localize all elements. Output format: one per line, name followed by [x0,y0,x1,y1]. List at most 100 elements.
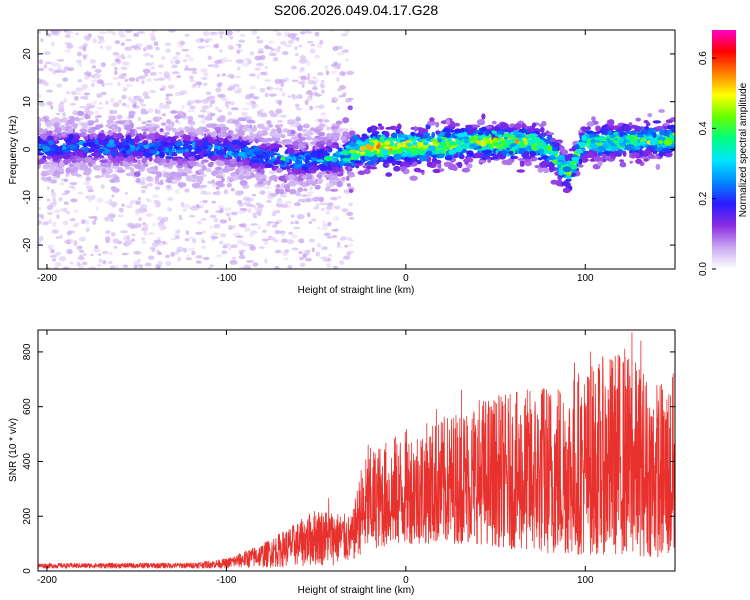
heatmap-noise-blob [206,96,211,102]
heatmap-signal-blob [342,131,350,137]
heatmap-noise-blob [130,224,136,229]
heatmap-signal-blob [46,135,54,140]
heatmap-signal-blob [79,128,88,133]
heatmap-noise-blob [218,109,223,113]
heatmap-xtick-label: 0 [403,273,409,284]
heatmap-signal-blob [196,175,204,182]
heatmap-signal-blob [384,131,390,138]
heatmap-noise-blob [114,58,120,63]
heatmap-signal-blob [283,141,291,145]
heatmap-ytick-label: -20 [22,237,33,252]
heatmap-signal-blob [273,166,278,170]
heatmap-signal-blob [170,110,178,114]
heatmap-noise-blob [251,103,257,109]
heatmap-noise-blob [257,50,265,54]
heatmap-signal-blob [273,160,280,165]
heatmap-signal-blob [411,141,418,146]
heatmap-noise-blob [321,80,325,84]
heatmap-signal-blob [566,176,572,180]
heatmap-noise-blob [54,266,59,269]
heatmap-noise-blob [284,44,292,48]
heatmap-noise-blob [266,200,272,203]
heatmap-noise-blob [46,211,53,215]
heatmap-noise-blob [57,67,63,72]
heatmap-noise-blob [223,207,232,212]
heatmap-signal-blob [220,126,230,131]
heatmap-signal-blob [519,142,526,149]
heatmap-signal-blob [84,136,89,141]
heatmap-noise-blob [133,223,142,228]
heatmap-noise-blob [298,251,303,255]
heatmap-signal-blob [463,139,470,144]
heatmap-signal-blob [177,182,187,188]
heatmap-noise-blob [97,41,103,45]
heatmap-signal-blob [129,147,136,151]
heatmap-noise-blob [138,75,146,80]
heatmap-noise-blob [150,36,157,41]
heatmap-noise-blob [200,68,208,73]
heatmap-signal-blob [637,134,644,138]
heatmap-noise-blob [197,205,202,209]
heatmap-signal-blob [217,131,225,138]
heatmap-noise-blob [203,256,210,261]
heatmap-noise-blob [43,51,51,55]
heatmap-signal-blob [384,140,391,146]
heatmap-signal-blob [395,128,401,134]
heatmap-noise-blob [77,191,84,195]
heatmap-signal-blob [218,137,225,142]
heatmap-noise-blob [344,58,350,62]
heatmap-noise-blob [178,214,182,218]
heatmap-xtick-label: -100 [216,273,236,284]
heatmap-noise-blob [251,30,258,35]
heatmap-signal-blob [377,123,382,127]
heatmap-noise-blob [306,60,311,66]
heatmap-noise-blob [149,90,157,94]
heatmap-signal-blob [146,120,152,123]
heatmap-signal-blob [235,190,245,195]
heatmap-noise-blob [69,218,76,222]
heatmap-noise-blob [280,194,287,198]
heatmap-noise-blob [76,261,81,267]
heatmap-noise-blob [290,221,295,225]
heatmap-signal-blob [236,156,242,163]
heatmap-noise-blob [275,108,283,114]
heatmap-signal-blob [215,186,220,190]
heatmap-noise-blob [52,70,57,75]
heatmap-signal-blob [539,126,545,133]
heatmap-signal-blob [194,128,203,135]
heatmap-noise-blob [115,264,119,269]
heatmap-signal-blob [69,144,77,150]
heatmap-noise-blob [89,102,94,106]
heatmap-signal-blob [489,139,493,144]
heatmap-signal-blob [160,122,167,126]
heatmap-noise-blob [346,237,352,241]
heatmap-signal-blob [214,166,223,171]
heatmap-signal-blob [136,159,141,164]
heatmap-signal-blob [380,125,384,130]
heatmap-noise-blob [40,38,44,43]
heatmap-noise-blob [310,43,316,47]
heatmap-signal-blob [79,164,89,171]
heatmap-noise-blob [165,260,172,267]
heatmap-noise-blob [274,249,282,254]
heatmap-signal-blob [597,146,605,151]
heatmap-signal-blob [416,169,425,173]
heatmap-noise-blob [187,115,194,121]
heatmap-signal-blob [230,158,239,165]
heatmap-noise-blob [249,232,254,238]
heatmap-signal-blob [454,128,462,134]
heatmap-noise-blob [259,87,266,93]
heatmap-noise-blob [296,214,305,220]
heatmap-noise-blob [199,200,203,204]
colorbar-label: Normalized spectral amplitude [738,82,749,217]
heatmap-signal-blob [149,153,153,157]
heatmap-noise-blob [333,205,341,210]
heatmap-signal-blob [653,143,658,150]
heatmap-noise-blob [308,238,315,243]
heatmap-signal-blob [409,175,418,181]
heatmap-signal-blob [478,141,487,147]
heatmap-signal-blob [144,151,151,158]
heatmap-noise-blob [143,95,151,100]
heatmap-noise-blob [69,261,74,265]
